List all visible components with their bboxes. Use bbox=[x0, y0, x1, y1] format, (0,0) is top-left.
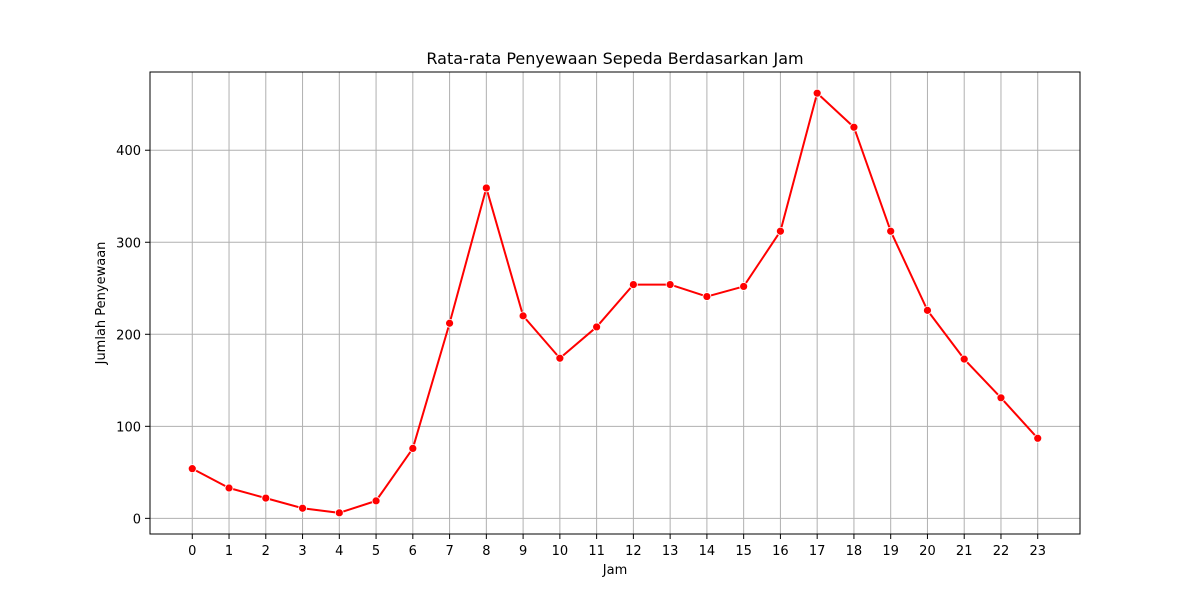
x-tick-label: 8 bbox=[482, 544, 490, 559]
plot-frame bbox=[149, 71, 1081, 535]
x-tick-label: 4 bbox=[335, 544, 343, 559]
y-axis-label: Jumlah Penyewaan bbox=[94, 242, 109, 366]
data-point bbox=[923, 305, 932, 315]
data-point bbox=[518, 311, 528, 321]
data-point bbox=[555, 353, 565, 363]
data-point bbox=[371, 496, 381, 506]
x-tick-label: 2 bbox=[262, 544, 270, 559]
data-point bbox=[628, 280, 638, 289]
x-tick-label: 11 bbox=[588, 544, 605, 559]
x-tick-label: 14 bbox=[699, 544, 716, 559]
y-tick-label: 200 bbox=[116, 328, 141, 343]
data-point bbox=[261, 493, 271, 503]
data-point bbox=[408, 444, 418, 453]
x-tick-label: 0 bbox=[188, 544, 196, 559]
x-tick-label: 19 bbox=[882, 544, 899, 559]
data-point bbox=[812, 88, 822, 98]
data-point bbox=[481, 183, 491, 193]
x-tick-label: 18 bbox=[846, 544, 863, 559]
data-point bbox=[298, 503, 307, 513]
data-point bbox=[996, 393, 1006, 403]
x-tick-label: 23 bbox=[1029, 544, 1046, 559]
x-tick-label: 17 bbox=[809, 544, 826, 559]
grid bbox=[150, 72, 1080, 534]
x-tick-label: 21 bbox=[956, 544, 973, 559]
chart-title: Rata-rata Penyewaan Sepeda Berdasarkan J… bbox=[426, 49, 803, 68]
data-point bbox=[445, 318, 454, 328]
series-line bbox=[187, 88, 1043, 518]
x-tick-label: 1 bbox=[225, 544, 233, 559]
y-tick-label: 0 bbox=[133, 512, 141, 527]
data-point bbox=[886, 226, 896, 236]
x-tick-label: 6 bbox=[409, 544, 417, 559]
x-tick-label: 16 bbox=[772, 544, 789, 559]
data-point bbox=[739, 282, 749, 291]
x-tick-label: 3 bbox=[298, 544, 306, 559]
data-point bbox=[849, 122, 859, 132]
data-point bbox=[187, 464, 197, 474]
x-tick-label: 12 bbox=[625, 544, 642, 559]
x-tick-label: 5 bbox=[372, 544, 380, 559]
x-tick-label: 22 bbox=[993, 544, 1010, 559]
x-tick-label: 9 bbox=[519, 544, 527, 559]
data-point bbox=[592, 322, 602, 332]
x-tick-label: 7 bbox=[445, 544, 453, 559]
x-axis-label: Jam bbox=[602, 563, 627, 578]
data-point bbox=[959, 354, 969, 364]
x-tick-label: 13 bbox=[662, 544, 679, 559]
y-tick-label: 400 bbox=[116, 144, 141, 159]
x-tick-label: 15 bbox=[735, 544, 752, 559]
data-point bbox=[776, 226, 785, 236]
data-point bbox=[334, 508, 344, 518]
data-point bbox=[1033, 433, 1043, 443]
data-point bbox=[702, 292, 712, 301]
axis-ticks: 0 1 2 3 4 5 6 7 8 9 10 11 12 13 14 15 16 17 18 19 20 21 22 2301… bbox=[116, 144, 1046, 559]
data-point bbox=[665, 280, 675, 289]
y-tick-label: 300 bbox=[116, 236, 141, 251]
data-point bbox=[224, 483, 234, 493]
x-tick-label: 10 bbox=[552, 544, 569, 559]
series-path bbox=[191, 92, 1039, 514]
y-tick-label: 100 bbox=[116, 420, 141, 435]
x-tick-label: 20 bbox=[919, 544, 936, 559]
